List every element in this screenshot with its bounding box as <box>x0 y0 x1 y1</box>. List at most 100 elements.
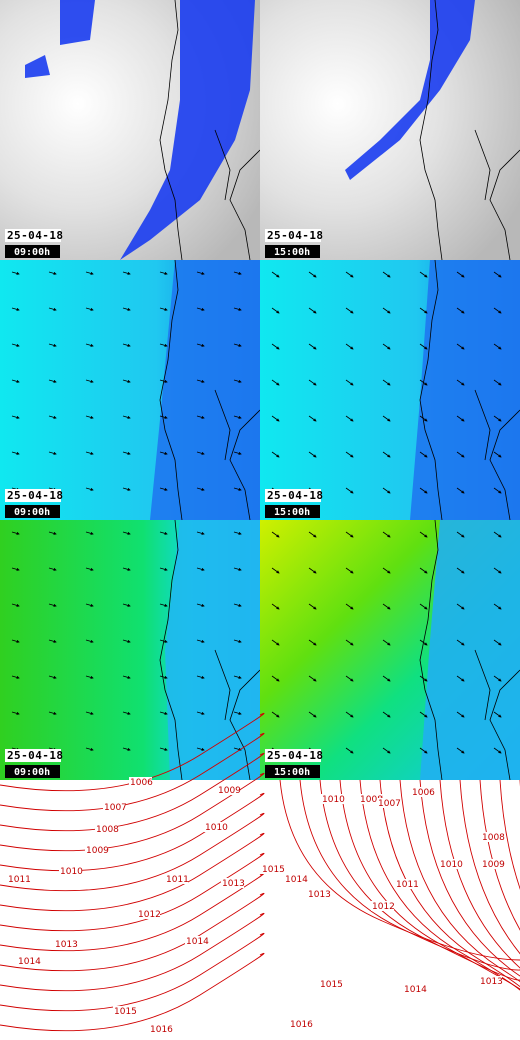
isobar-label: 1009 <box>86 846 109 856</box>
wind-arrow <box>308 415 317 422</box>
isobar-label-bg <box>411 787 434 797</box>
wind-arrow <box>419 379 428 386</box>
wind-arrow <box>382 343 391 350</box>
wind-arrow <box>419 307 428 314</box>
wind-arrow <box>233 711 242 715</box>
wind-arrow <box>11 675 20 679</box>
wind-arrow <box>233 639 242 643</box>
wind-arrow <box>456 415 465 422</box>
wind-arrow <box>11 531 20 535</box>
coastline <box>159 520 260 780</box>
isobar-label-bg <box>395 879 418 889</box>
wind-arrow <box>122 271 131 275</box>
wind-arrow <box>382 307 391 314</box>
date-box <box>5 489 61 502</box>
wind-arrow <box>419 531 428 538</box>
wind-arrow <box>308 603 317 610</box>
wind-arrow <box>345 415 354 422</box>
field-area <box>345 0 475 180</box>
wind-arrow <box>233 343 242 347</box>
wind-arrow <box>233 271 242 275</box>
isobar <box>299 779 520 971</box>
wind-arrow <box>456 487 465 494</box>
isobar-label: 1014 <box>285 875 308 885</box>
wind-arrow <box>382 747 391 754</box>
wind-arrow <box>233 531 242 535</box>
isobar-label: 1010 <box>60 867 83 877</box>
wind-arrow <box>159 711 168 715</box>
wind-arrow <box>419 603 428 610</box>
wind-arrow <box>493 531 502 538</box>
isobar-label-bg <box>59 866 82 876</box>
wind-arrow <box>48 639 57 643</box>
isobar <box>499 779 520 890</box>
wind-arrow <box>196 567 205 571</box>
wind-arrow <box>233 379 242 383</box>
isobar-label-bg <box>321 794 344 804</box>
wind-arrow <box>122 487 131 491</box>
field-area <box>25 0 255 260</box>
wind-arrow <box>159 603 168 607</box>
wind-arrow <box>456 531 465 538</box>
time-box <box>5 765 60 778</box>
time-box <box>5 505 60 518</box>
wind-arrow <box>122 415 131 419</box>
isobar-label: 1011 <box>396 880 419 890</box>
wind-arrow <box>382 603 391 610</box>
time-box <box>265 505 320 518</box>
wind-arrow <box>493 415 502 422</box>
wind-arrow <box>159 307 168 311</box>
wind-arrow <box>48 711 57 715</box>
isobar-label-bg <box>479 976 502 986</box>
isobar <box>359 779 520 1001</box>
isobar-label-bg <box>185 936 208 946</box>
wind-arrow <box>196 379 205 383</box>
time-label: 09:00h <box>14 767 50 778</box>
wind-arrow <box>159 531 168 535</box>
wind-arrow <box>271 343 280 350</box>
wind-arrow <box>308 271 317 278</box>
isobar-label-bg <box>481 832 504 842</box>
wind-arrow <box>382 271 391 278</box>
isobar-label: 1009 <box>482 860 505 870</box>
isobar <box>419 779 520 1031</box>
wind-arrow <box>345 675 354 682</box>
wind-arrow <box>271 639 280 646</box>
wind-arrow <box>85 451 94 455</box>
wind-arrow <box>456 747 465 754</box>
wind-arrow <box>456 379 465 386</box>
time-label: 09:00h <box>14 507 50 518</box>
wind-arrow <box>382 531 391 538</box>
wind-arrow <box>196 307 205 311</box>
wind-arrow <box>345 451 354 458</box>
wind-arrow <box>85 379 94 383</box>
isobar-label: 1012 <box>372 902 395 912</box>
isobar-label-bg <box>103 802 126 812</box>
date-label: 25-04-18 <box>7 489 63 502</box>
wind-arrow <box>271 415 280 422</box>
coastline <box>419 260 520 520</box>
wind-arrow <box>345 487 354 494</box>
wind-arrow <box>345 639 354 646</box>
wind-arrow <box>196 711 205 715</box>
wind-arrow <box>11 379 20 383</box>
wind-arrow <box>11 343 20 347</box>
wind-arrow <box>493 271 502 278</box>
isobar-label-bg <box>284 874 307 884</box>
wind-arrow <box>308 343 317 350</box>
isobar-label: 1008 <box>360 795 383 805</box>
coastline <box>419 520 520 780</box>
wind-arrow <box>493 675 502 682</box>
isobar <box>0 732 265 812</box>
wind-arrow <box>159 271 168 275</box>
wind-arrow <box>493 567 502 574</box>
wind-arrow <box>382 711 391 718</box>
time-box <box>265 245 320 258</box>
isobar-label-bg <box>359 794 382 804</box>
isobar <box>459 779 520 955</box>
wind-arrow <box>48 307 57 311</box>
isobar-label: 1015 <box>114 1007 137 1017</box>
isobar-label: 1007 <box>104 803 127 813</box>
isobar-label: 1010 <box>440 860 463 870</box>
